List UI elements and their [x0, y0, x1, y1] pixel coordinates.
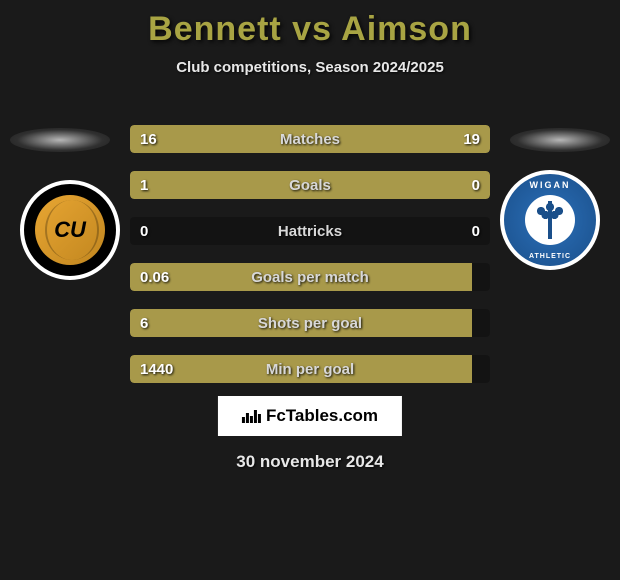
- player-shadow-left: [10, 128, 110, 152]
- stat-value-left: 0.06: [130, 263, 179, 291]
- stat-label: Goals: [130, 171, 490, 199]
- stat-value-left: 1440: [130, 355, 183, 383]
- subtitle: Club competitions, Season 2024/2025: [0, 59, 620, 76]
- stat-label: Goals per match: [130, 263, 490, 291]
- team-badge-left: CU: [20, 180, 120, 280]
- player-shadow-right: [510, 128, 610, 152]
- wigan-badge-icon: WIGAN ATHLETIC: [500, 170, 600, 270]
- stat-row: Matches16 19: [130, 125, 490, 153]
- stat-value-right: 0: [462, 171, 490, 199]
- watermark: FcTables.com: [218, 396, 402, 436]
- cambridge-badge-text: CU: [35, 195, 105, 265]
- stat-label: Matches: [130, 125, 490, 153]
- stat-label: Shots per goal: [130, 309, 490, 337]
- stat-row: Goals per match0.06: [130, 263, 490, 291]
- stat-row: Shots per goal6: [130, 309, 490, 337]
- stat-label: Min per goal: [130, 355, 490, 383]
- stat-value-left: 6: [130, 309, 158, 337]
- stat-value-left: 0: [130, 217, 158, 245]
- cambridge-badge-icon: CU: [20, 180, 120, 280]
- stat-value-right: 0: [462, 217, 490, 245]
- wigan-badge-top-text: WIGAN: [530, 180, 571, 190]
- comparison-title: Bennett vs Aimson: [0, 0, 620, 49]
- date-label: 30 november 2024: [0, 452, 620, 472]
- wigan-tree-icon: [525, 195, 575, 245]
- wigan-badge-bottom-text: ATHLETIC: [529, 253, 571, 260]
- chart-icon: [242, 409, 260, 423]
- stat-label: Hattricks: [130, 217, 490, 245]
- stat-row: Goals1 0: [130, 171, 490, 199]
- stat-value-left: 16: [130, 125, 167, 153]
- stat-value-right: 19: [453, 125, 490, 153]
- watermark-text: FcTables.com: [266, 406, 378, 426]
- stat-row: Min per goal1440: [130, 355, 490, 383]
- stat-value-left: 1: [130, 171, 158, 199]
- stat-row: Hattricks0 0: [130, 217, 490, 245]
- stat-bars: Matches1619Goals10Hattricks00Goals per m…: [130, 125, 490, 401]
- team-badge-right: WIGAN ATHLETIC: [500, 170, 600, 270]
